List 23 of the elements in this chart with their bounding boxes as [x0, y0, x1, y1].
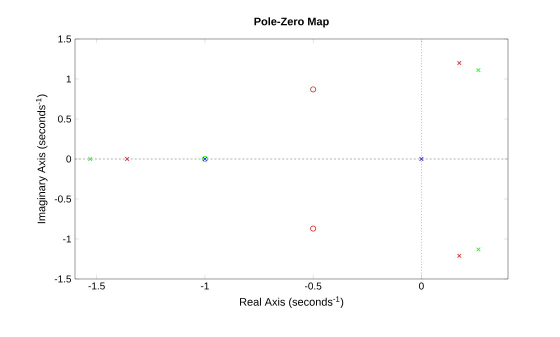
y-tick-label: 0: [66, 155, 72, 163]
point: [457, 254, 462, 258]
y-tick-label: -1.5: [54, 276, 72, 282]
y-tick-label: 0.5: [58, 115, 72, 123]
y-tick-label: -0.5: [54, 195, 72, 203]
y-tick-label: 1: [66, 76, 71, 82]
point: [476, 247, 481, 252]
x-axis-title: Real Axis (seconds$^{-1}$): [240, 296, 344, 308]
point: [476, 68, 481, 72]
y-tick-label: 1.5: [58, 36, 72, 42]
x-tick-label: -0.5: [305, 282, 322, 290]
x-tick-label: -1: [200, 282, 209, 290]
point: [457, 60, 462, 66]
point: [310, 86, 316, 92]
point: [419, 156, 424, 162]
point: [310, 226, 316, 232]
point: [124, 156, 130, 162]
y-axis-title: Imaginary Axis (seconds$^{-1}$): [36, 94, 48, 224]
y-tick-label: -1: [63, 236, 71, 242]
point: [88, 156, 92, 162]
chart-title: Pole-Zero Map: [254, 17, 329, 28]
x-tick-label: 0: [419, 282, 424, 290]
x-tick-label: -1.5: [88, 282, 105, 290]
